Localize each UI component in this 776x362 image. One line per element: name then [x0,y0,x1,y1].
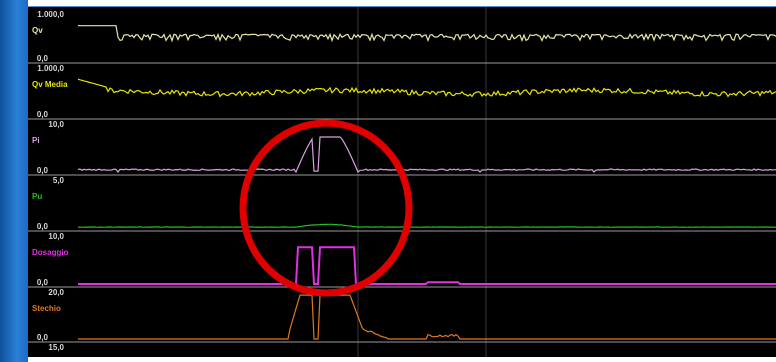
axis-max-label: 1.000,0 [37,10,64,19]
series-name-label: Qv Media [32,80,68,89]
axis-min-label: 0,0 [37,222,49,231]
series-line [78,25,776,43]
axis-max-label: 10,0 [48,232,64,241]
axis-min-label: 0,0 [37,278,49,287]
axis-max-label: 15,0 [48,343,64,352]
plot-area: 1.000,0 Qv 0,0 1.000,0 Qv Media 0,0 10,0 Pi 0,0 5… [28,6,776,357]
axis-max-label: 5,0 [53,176,65,185]
series-line [77,78,776,98]
series-name-label: Stechio [32,304,61,313]
axis-min-label: 0,0 [37,166,49,175]
series-name-label: Qv [32,26,43,35]
series-line [78,294,776,340]
annotation-circle [239,119,413,297]
series-line [77,136,776,174]
series-name-label: Pu [32,192,42,201]
series-line [78,246,776,285]
axis-max-label: 1.000,0 [37,64,64,73]
axis-min-label: 0,0 [37,333,49,342]
axis-min-label: 0,0 [37,54,49,63]
series-name-label: Dosaggio [32,248,69,257]
series-line [77,223,776,228]
axis-min-label: 0,0 [37,110,49,119]
sidebar-strip [0,0,28,362]
sidebar-gradient [0,0,28,362]
axis-max-label: 20,0 [48,288,64,297]
series-name-label: Pi [32,136,40,145]
axis-max-label: 10,0 [48,120,64,129]
